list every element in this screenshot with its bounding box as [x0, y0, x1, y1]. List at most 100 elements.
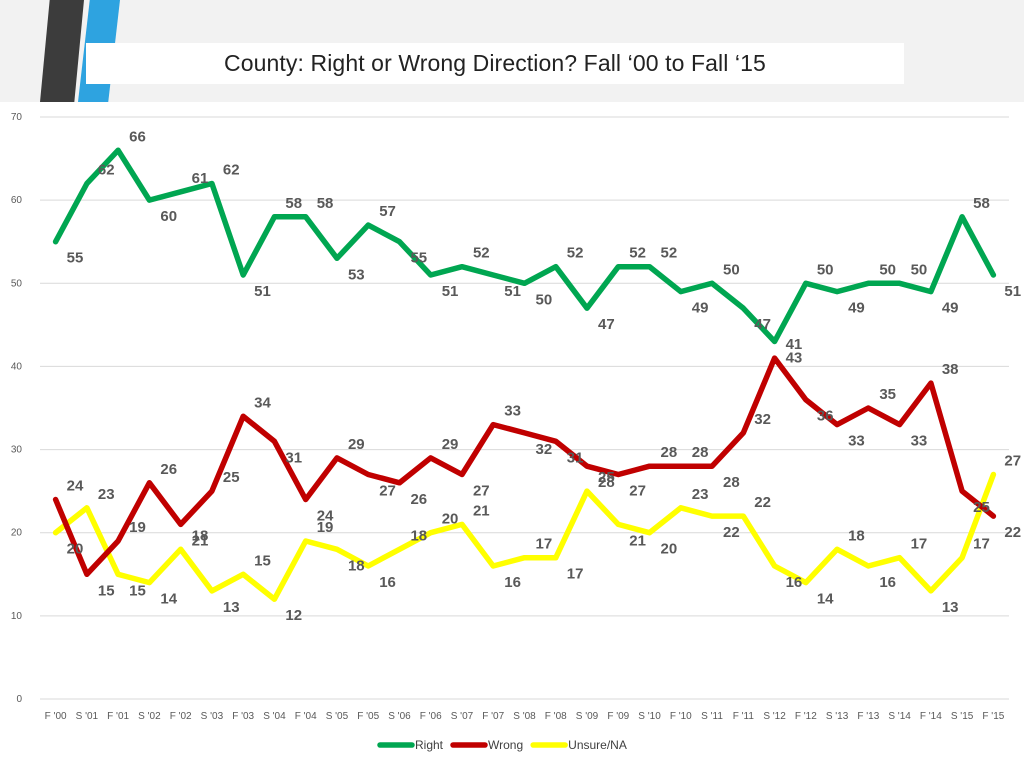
data-label: 49	[848, 300, 865, 317]
data-label: 47	[754, 316, 771, 333]
x-tick-label: S '01	[76, 711, 99, 722]
data-label: 61	[192, 170, 209, 187]
data-label: 62	[98, 162, 115, 179]
data-label: 21	[473, 502, 490, 519]
data-label: 34	[254, 394, 271, 411]
series-line-wrong	[52, 355, 997, 578]
data-label: 28	[692, 444, 709, 461]
data-label: 13	[942, 599, 959, 616]
x-tick-label: F '00	[45, 711, 67, 722]
y-axis-ticks: 0 10 20 30 40 50 60 70	[11, 112, 23, 705]
data-label: 14	[817, 591, 834, 608]
legend-label: Unsure/NA	[568, 738, 627, 752]
data-label: 26	[160, 461, 177, 478]
data-label: 41	[786, 336, 803, 353]
x-tick-label: S '06	[388, 711, 411, 722]
x-tick-label: F '06	[420, 711, 442, 722]
series-line-unsure-na	[52, 471, 997, 602]
y-tick-label: 60	[11, 195, 23, 206]
data-label: 15	[254, 552, 271, 569]
data-label: 22	[723, 524, 740, 541]
data-label: 52	[661, 245, 678, 262]
data-label: 19	[317, 519, 334, 536]
x-tick-label: F '09	[607, 711, 629, 722]
y-tick-label: 10	[11, 611, 23, 622]
x-tick-label: S '04	[263, 711, 286, 722]
x-tick-label: F '14	[920, 711, 942, 722]
x-tick-label: S '14	[888, 711, 911, 722]
x-tick-label: F '03	[232, 711, 254, 722]
data-label: 22	[1004, 524, 1021, 541]
data-label: 55	[67, 250, 84, 267]
data-label: 13	[223, 599, 240, 616]
data-label: 25	[973, 499, 990, 516]
data-label: 25	[223, 469, 240, 486]
data-label: 50	[536, 291, 553, 308]
x-tick-label: S '05	[326, 711, 349, 722]
legend: Right Wrong Unsure/NA	[377, 738, 627, 752]
x-tick-label: S '03	[201, 711, 224, 722]
data-label: 50	[911, 261, 928, 278]
data-label: 28	[723, 474, 740, 491]
y-tick-label: 20	[11, 528, 23, 539]
data-labels: 55 62 66 60 61 62 51 58 58 53 57 55 51 52 51 50 52 47 52 52…	[67, 128, 1021, 624]
data-label: 23	[692, 486, 709, 503]
data-label: 16	[504, 574, 521, 591]
data-label: 53	[348, 266, 365, 283]
data-label: 55	[410, 250, 427, 267]
data-label: 35	[879, 386, 896, 403]
x-tick-label: F '05	[357, 711, 379, 722]
data-label: 22	[754, 494, 771, 511]
data-label: 25	[598, 469, 615, 486]
data-label: 23	[98, 486, 115, 503]
data-label: 28	[598, 474, 615, 491]
data-label: 33	[848, 433, 865, 450]
data-label: 62	[223, 162, 240, 179]
y-tick-label: 70	[11, 112, 23, 123]
chart-title: County: Right or Wrong Direction? Fall ‘…	[224, 50, 766, 76]
y-tick-label: 40	[11, 361, 23, 372]
x-tick-label: F '12	[795, 711, 817, 722]
data-label: 49	[692, 300, 709, 317]
data-label: 17	[973, 536, 990, 553]
x-tick-label: F '01	[107, 711, 129, 722]
data-label: 51	[1004, 283, 1021, 300]
data-label: 15	[98, 582, 115, 599]
x-tick-label: S '10	[638, 711, 661, 722]
data-label: 18	[410, 527, 427, 544]
data-label: 17	[536, 536, 553, 553]
x-tick-label: S '08	[513, 711, 536, 722]
x-tick-label: S '07	[451, 711, 474, 722]
data-label: 29	[348, 436, 365, 453]
series-lines	[52, 147, 997, 602]
data-label: 57	[379, 203, 396, 220]
data-label: 20	[67, 541, 84, 558]
data-label: 12	[285, 607, 302, 624]
data-label: 33	[504, 403, 521, 420]
data-label: 58	[285, 195, 302, 212]
data-label: 51	[442, 283, 459, 300]
x-tick-label: S '02	[138, 711, 161, 722]
y-tick-label: 30	[11, 445, 23, 456]
x-tick-label: F '07	[482, 711, 504, 722]
data-label: 20	[661, 541, 678, 558]
data-label: 32	[536, 441, 553, 458]
data-label: 19	[129, 519, 146, 536]
x-tick-label: F '08	[545, 711, 567, 722]
data-label: 38	[942, 361, 959, 378]
data-label: 51	[254, 283, 271, 300]
x-axis-ticks: F '00 S '01 F '01 S '02 F '02 S '03 F '03 S '04…	[45, 711, 1005, 722]
data-label: 24	[317, 507, 334, 524]
chart-panel: 0 10 20 30 40 50 60 70 F '00 S '01 F '01 S '02 F '0…	[0, 102, 1024, 768]
data-label: 16	[786, 574, 803, 591]
data-label: 43	[786, 349, 803, 366]
data-label: 27	[629, 483, 646, 500]
data-label: 52	[629, 245, 646, 262]
data-label: 28	[661, 444, 678, 461]
data-label: 52	[567, 245, 584, 262]
data-label: 58	[973, 195, 990, 212]
data-label: 31	[285, 449, 302, 466]
x-tick-label: S '12	[763, 711, 786, 722]
data-label: 17	[567, 566, 584, 583]
